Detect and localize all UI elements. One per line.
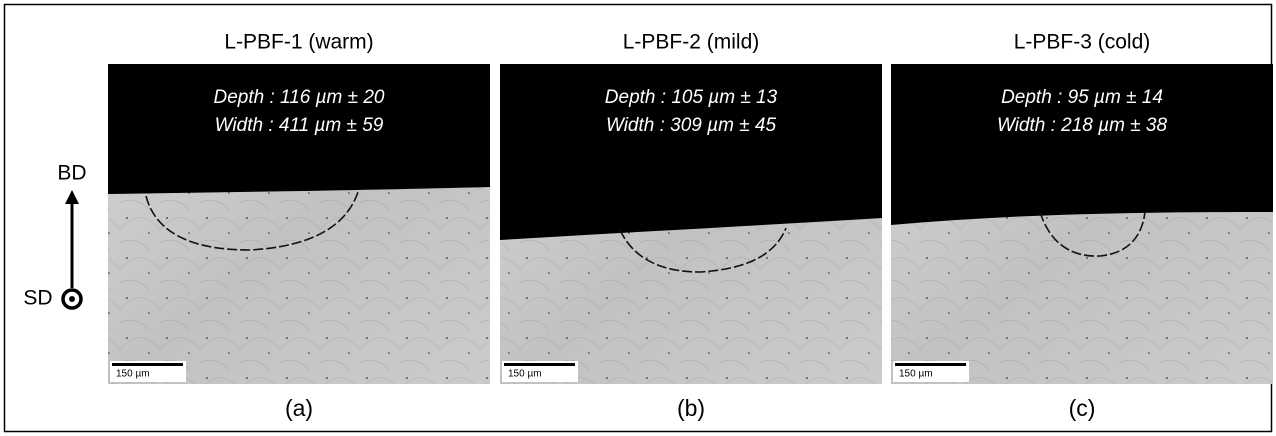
panel-title: L-PBF-1 (warm) bbox=[224, 31, 373, 54]
sd-label: SD bbox=[23, 287, 52, 310]
width-label: Width : 411 µm ± 59 bbox=[215, 115, 384, 136]
panel-caption: (a) bbox=[285, 395, 313, 421]
scale-bar-box bbox=[502, 361, 578, 382]
depth-label: Depth : 116 µm ± 20 bbox=[214, 87, 385, 108]
scale-bar-box bbox=[893, 361, 969, 382]
scale-bar bbox=[504, 363, 575, 366]
width-label: Width : 218 µm ± 38 bbox=[997, 115, 1168, 136]
depth-label: Depth : 95 µm ± 14 bbox=[1001, 87, 1163, 108]
mount-region bbox=[891, 64, 1273, 225]
mount-region bbox=[108, 64, 490, 194]
mount-region bbox=[500, 64, 882, 240]
panel-title: L-PBF-3 (cold) bbox=[1014, 31, 1151, 54]
scale-bar bbox=[895, 363, 966, 366]
width-label: Width : 309 µm ± 45 bbox=[606, 115, 777, 136]
scale-bar-label: 150 µm bbox=[508, 369, 542, 380]
scale-bar-label: 150 µm bbox=[899, 369, 933, 380]
bd-label: BD bbox=[57, 162, 86, 185]
scale-bar bbox=[112, 363, 183, 366]
panel: L-PBF-2 (mild) Depth : 105 µm ± 13 Width :… bbox=[500, 31, 882, 421]
depth-label: Depth : 105 µm ± 13 bbox=[605, 87, 778, 108]
panel: L-PBF-3 (cold) Depth : 95 µm ± 14 Width : … bbox=[891, 31, 1273, 421]
panel-caption: (b) bbox=[677, 395, 705, 421]
scale-bar-box bbox=[110, 361, 186, 382]
orientation: BD SD bbox=[23, 162, 87, 310]
melt-pool-boundary bbox=[1039, 211, 1146, 257]
panel-title: L-PBF-2 (mild) bbox=[623, 31, 760, 54]
melt-pool-boundary bbox=[619, 227, 787, 273]
scale-bar-label: 150 µm bbox=[116, 369, 150, 380]
arrow-head bbox=[65, 190, 79, 204]
panel-caption: (c) bbox=[1069, 395, 1096, 421]
sd-dot bbox=[69, 296, 75, 302]
panel: L-PBF-1 (warm) Depth : 116 µm ± 20 Width :… bbox=[108, 31, 490, 421]
melt-pool-boundary bbox=[145, 191, 359, 251]
